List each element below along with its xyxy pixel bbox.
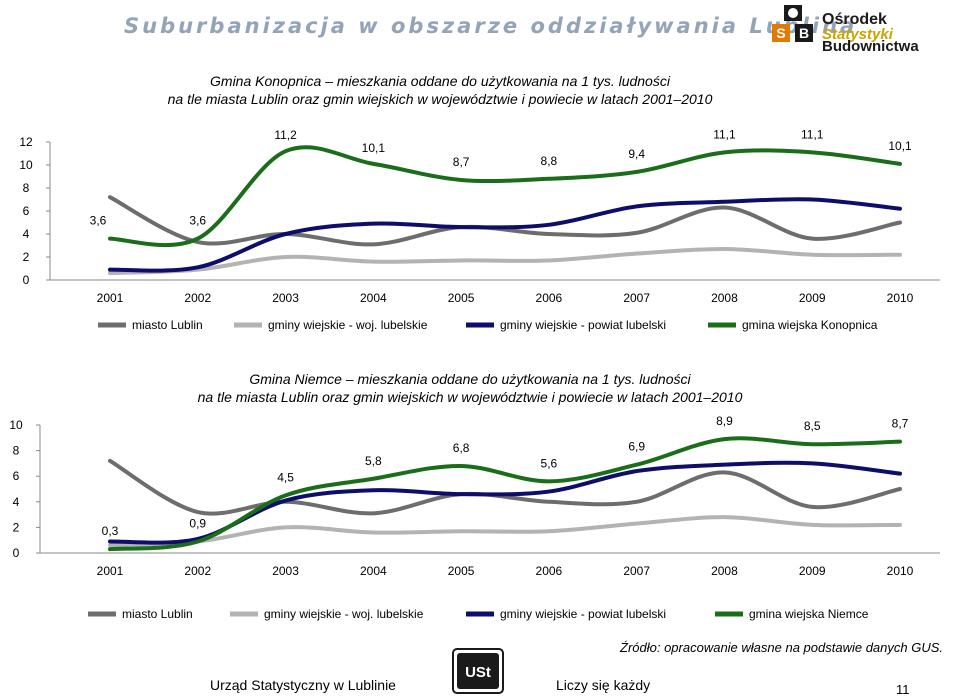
data-label: 10,1 (888, 139, 912, 153)
data-label: 5,8 (365, 454, 382, 468)
svg-text:USt: USt (465, 664, 491, 681)
y-tick-label: 6 (13, 469, 20, 483)
x-tick-label: 2005 (448, 564, 475, 578)
chart2-title-line1: Gmina Niemce – mieszkania oddane do użyt… (249, 371, 691, 387)
osb-logo: S B Ośrodek Statystyki Budownictwa (768, 4, 958, 55)
y-tick-label: 4 (23, 227, 30, 241)
series-line-4 (108, 436, 902, 552)
x-tick-label: 2010 (887, 291, 914, 305)
x-tick-label: 2005 (448, 291, 475, 305)
data-label: 5,6 (541, 456, 558, 470)
data-label: 8,7 (453, 155, 470, 169)
logo-line-3: Budownictwa (822, 38, 919, 55)
osb-logo-mark: S B (772, 5, 813, 42)
y-tick-label: 0 (13, 546, 20, 560)
series-line-4 (108, 145, 902, 248)
legend-label-4: gmina wiejska Konopnica (742, 318, 878, 332)
data-label: 11,1 (713, 127, 736, 141)
ustat-logo: USt (452, 648, 504, 694)
footer-office: Urząd Statystyczny w Lublinie (210, 677, 396, 693)
data-label: 8,7 (892, 417, 909, 431)
y-tick-label: 12 (19, 135, 33, 149)
x-tick-label: 2002 (184, 291, 211, 305)
data-label: 4,5 (277, 470, 294, 484)
page-number: 11 (896, 682, 910, 697)
data-label: 8,5 (804, 419, 821, 433)
series-line-1 (108, 458, 902, 516)
logo-line-1: Ośrodek (822, 11, 887, 28)
legend-label-4: gmina wiejska Niemce (749, 607, 869, 621)
x-tick-label: 2003 (272, 291, 299, 305)
legend-label-1: miasto Lublin (132, 318, 203, 332)
data-label: 8,9 (716, 414, 733, 428)
y-tick-label: 2 (23, 250, 30, 264)
data-label: 11,2 (274, 128, 297, 142)
data-label: 6,9 (628, 440, 645, 454)
x-tick-label: 2008 (711, 291, 738, 305)
legend-label-1: miasto Lublin (122, 607, 193, 621)
legend-label-3: gminy wiejskie - powiat lubelski (500, 607, 666, 621)
y-tick-label: 10 (19, 158, 33, 172)
y-tick-label: 2 (13, 520, 20, 534)
legend-label-3: gminy wiejskie - powiat lubelski (500, 318, 666, 332)
data-label: 0,3 (102, 524, 119, 538)
chart2-title-line2: na tle miasta Lublin oraz gmin wiejskich… (197, 389, 743, 405)
x-tick-label: 2004 (360, 564, 387, 578)
logo-line-2: Statystyki (822, 26, 893, 43)
y-tick-label: 0 (23, 273, 30, 287)
x-tick-label: 2002 (184, 564, 211, 578)
series-line-2 (108, 246, 902, 276)
x-tick-label: 2001 (97, 291, 124, 305)
data-label: 11,1 (801, 127, 824, 141)
footer-slogan: Liczy się każdy (556, 677, 651, 693)
data-label: 9,4 (628, 147, 645, 161)
x-tick-label: 2006 (536, 291, 563, 305)
x-tick-label: 2008 (711, 564, 738, 578)
data-label: 3,6 (189, 214, 206, 228)
x-tick-label: 2004 (360, 291, 387, 305)
data-label: 8,8 (541, 154, 558, 168)
y-tick-label: 8 (23, 181, 30, 195)
legend-label-2: gminy wiejskie - woj. lubelskie (268, 318, 428, 332)
chart1-title-line2: na tle miasta Lublin oraz gmin wiejskich… (167, 91, 713, 107)
y-tick-label: 8 (13, 444, 20, 458)
chart-1: 0 2 4 6 8 10 12 2001 2002 2003 2004 2005 2006 2007 200… (19, 127, 940, 332)
series-line-3 (108, 197, 902, 273)
x-tick-label: 2007 (623, 564, 650, 578)
x-tick-label: 2006 (536, 564, 563, 578)
data-label: 3,6 (90, 214, 107, 228)
y-tick-label: 10 (9, 418, 23, 432)
source-note: Źródło: opracowanie własne na podstawie … (620, 640, 944, 655)
chart-2: 0 2 4 6 8 10 2001 2002 2003 2004 2005 2006 2007 2008 2… (9, 414, 940, 621)
x-tick-label: 2003 (272, 564, 299, 578)
y-tick-label: 6 (23, 204, 30, 218)
x-tick-label: 2007 (623, 291, 650, 305)
data-label: 6,8 (453, 441, 470, 455)
svg-text:B: B (799, 25, 809, 41)
series-line-2 (108, 515, 902, 548)
data-label: 0,9 (189, 516, 206, 530)
x-tick-label: 2010 (887, 564, 914, 578)
x-tick-label: 2001 (97, 564, 124, 578)
y-tick-label: 4 (13, 495, 20, 509)
chart2-title: Gmina Niemce – mieszkania oddane do użyt… (140, 370, 800, 406)
series-line-1 (108, 195, 902, 247)
x-tick-label: 2009 (799, 291, 826, 305)
legend-label-2: gminy wiejskie - woj. lubelskie (264, 607, 424, 621)
data-label: 10,1 (362, 141, 386, 155)
chart1-title-line1: Gmina Konopnica – mieszkania oddane do u… (210, 73, 670, 89)
x-tick-label: 2009 (799, 564, 826, 578)
page-header-title: Suburbanizacja w obszarze oddziaływania … (124, 14, 858, 38)
svg-text:S: S (776, 25, 785, 41)
chart1-title: Gmina Konopnica – mieszkania oddane do u… (140, 72, 740, 108)
